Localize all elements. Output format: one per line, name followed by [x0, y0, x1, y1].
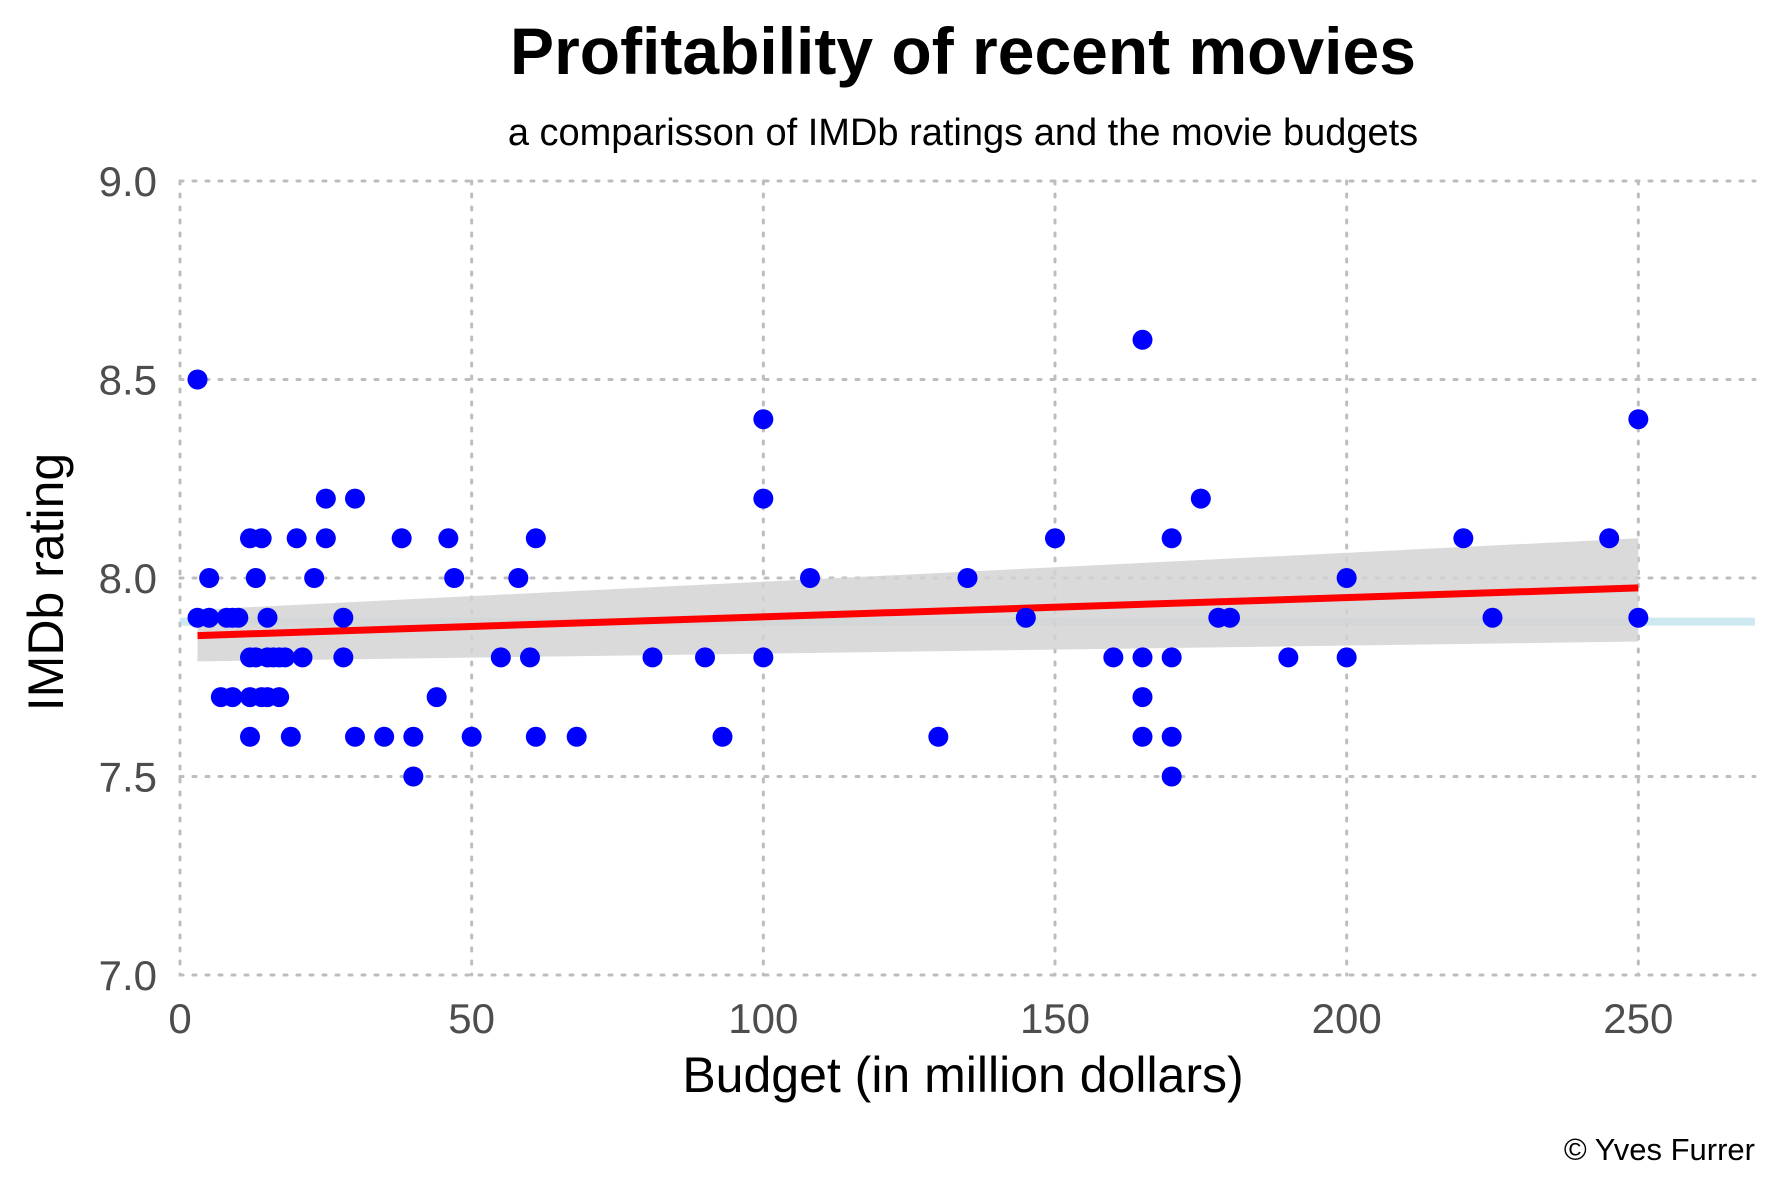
x-axis-ticks: 0 50 100 150 200 250: [168, 995, 1673, 1042]
data-point: [1628, 607, 1649, 628]
data-point: [292, 647, 313, 668]
data-point: [642, 647, 663, 668]
data-point: [426, 687, 447, 708]
data-point: [520, 647, 540, 668]
x-tick-label: 250: [1603, 995, 1673, 1042]
data-point: [187, 369, 208, 390]
y-tick-label: 9.0: [99, 158, 157, 205]
trend-line: [197, 584, 1639, 640]
data-point: [240, 726, 260, 747]
data-point: [508, 568, 529, 588]
chart-title: Profitability of recent movies: [510, 14, 1416, 88]
data-point: [280, 726, 301, 747]
data-point: [1161, 647, 1182, 668]
y-axis-ticks: 7.0 7.5 8.0 8.5 9.0: [99, 158, 157, 999]
data-point: [1190, 488, 1211, 509]
data-point: [753, 647, 774, 668]
data-point: [403, 766, 424, 787]
data-point: [1336, 568, 1357, 588]
data-point: [753, 409, 774, 430]
data-point: [228, 607, 249, 628]
data-point: [566, 726, 587, 747]
caption: © Yves Furrer: [1564, 1132, 1755, 1167]
data-point: [1132, 647, 1153, 668]
data-point: [1599, 528, 1620, 549]
y-axis-title: IMDb rating: [18, 453, 74, 711]
x-axis-title: Budget (in million dollars): [682, 1047, 1243, 1103]
data-point: [1103, 647, 1124, 668]
data-point: [269, 687, 290, 708]
data-point: [444, 568, 465, 588]
data-point: [695, 647, 715, 668]
data-point: [199, 607, 220, 628]
data-point: [1161, 528, 1182, 549]
data-point: [1453, 528, 1474, 549]
data-point: [315, 528, 336, 549]
data-point: [800, 568, 820, 588]
data-point: [257, 607, 278, 628]
data-point: [315, 488, 336, 509]
data-point: [712, 726, 733, 747]
data-point: [525, 528, 546, 549]
data-point: [1336, 647, 1357, 668]
data-point: [333, 647, 354, 668]
data-point: [957, 568, 978, 588]
data-point: [1132, 726, 1153, 747]
data-point: [199, 568, 220, 588]
data-point: [304, 568, 325, 588]
data-point: [345, 726, 365, 747]
x-tick-label: 100: [728, 995, 798, 1042]
data-point: [1015, 607, 1036, 628]
data-point: [1132, 687, 1153, 708]
data-point: [1482, 607, 1503, 628]
data-point: [1628, 409, 1649, 430]
x-tick-label: 0: [168, 995, 191, 1042]
data-point: [222, 687, 243, 708]
data-point: [275, 647, 295, 668]
y-tick-label: 7.0: [99, 952, 157, 999]
data-point: [286, 528, 307, 549]
data-point: [1220, 607, 1240, 628]
data-points: [187, 329, 1649, 787]
data-point: [1132, 329, 1153, 350]
chart-subtitle: a comparisson of IMDb ratings and the mo…: [508, 112, 1418, 154]
data-point: [928, 726, 949, 747]
x-tick-label: 200: [1312, 995, 1382, 1042]
data-point: [1278, 647, 1299, 668]
x-tick-label: 50: [448, 995, 495, 1042]
x-tick-label: 150: [1020, 995, 1090, 1042]
data-point: [345, 488, 365, 509]
data-point: [753, 488, 774, 509]
y-tick-label: 7.5: [99, 754, 157, 801]
data-point: [333, 607, 354, 628]
data-point: [525, 726, 546, 747]
data-point: [374, 726, 395, 747]
grid-lines: [178, 179, 1757, 977]
data-point: [461, 726, 482, 747]
data-point: [245, 568, 266, 588]
data-point: [251, 528, 272, 549]
data-point: [438, 528, 459, 549]
data-point: [391, 528, 412, 549]
y-tick-label: 8.5: [99, 357, 157, 404]
data-point: [1045, 528, 1065, 549]
data-point: [403, 726, 424, 747]
data-point: [490, 647, 511, 668]
y-tick-label: 8.0: [99, 555, 157, 602]
data-point: [1161, 726, 1182, 747]
data-point: [1161, 766, 1182, 787]
confidence-band: [197, 538, 1639, 662]
